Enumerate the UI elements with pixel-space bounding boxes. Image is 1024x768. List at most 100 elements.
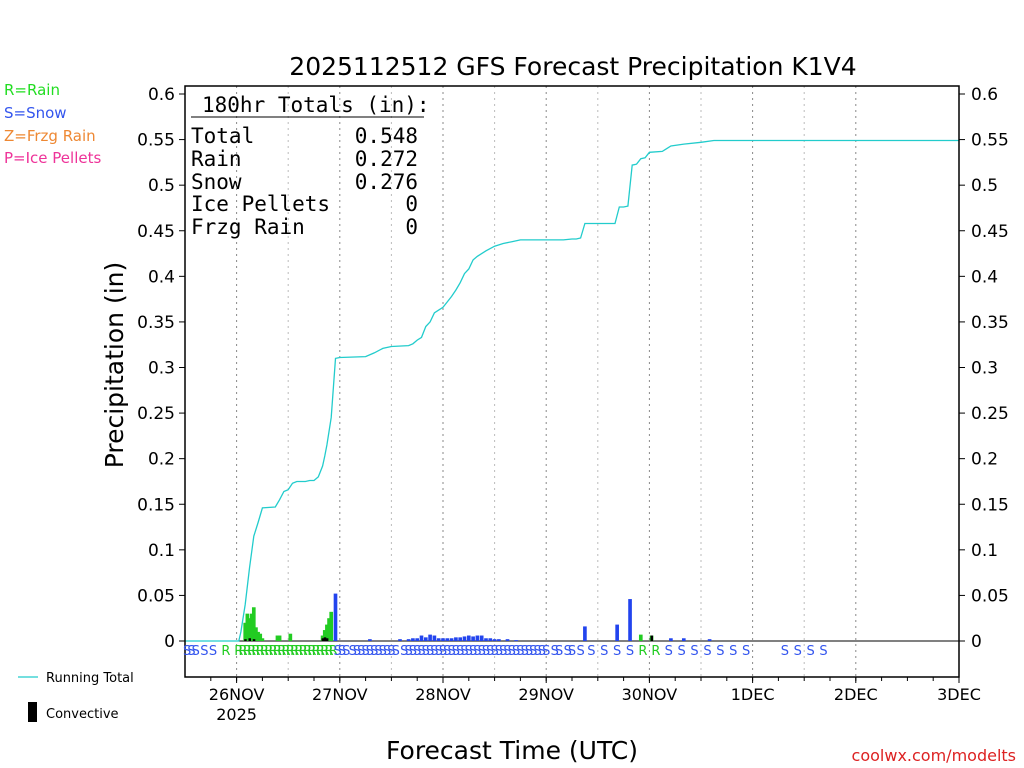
ptype-legend: R=Rain S=Snow Z=Frzg Rain P=Ice Pellets	[4, 81, 101, 167]
y-axis-right: 0 0.05 0.1 0.15 0.2 0.25 0.3 0.35 0.4 0.45 0.5 0.55…	[959, 85, 1009, 652]
y-tick-label-right: 0.1	[971, 541, 998, 561]
y-tick-label-left: 0.2	[148, 450, 175, 470]
ptype-marker: R	[234, 644, 243, 659]
totals-snow-label: Snow	[191, 170, 242, 194]
precip-bar	[322, 630, 327, 641]
ptype-marker: R	[651, 644, 660, 659]
x-tick-label-2dec: 2DEC	[834, 685, 878, 704]
ptype-marker: S	[361, 644, 369, 659]
precip-bar	[615, 624, 619, 641]
ptype-marker: S	[209, 644, 217, 659]
ptype-marker: R	[303, 644, 312, 659]
ptype-marker: R	[290, 644, 299, 659]
ptype-marker: S	[404, 644, 412, 659]
y-tick-label-right: 0.2	[971, 450, 998, 470]
legend-frzg-rain-key: Z=Frzg Rain	[4, 127, 96, 145]
legend-ice-pellets-key: P=Ice Pellets	[4, 149, 101, 167]
ptype-marker: R	[316, 644, 325, 659]
ptype-marker: S	[469, 644, 477, 659]
ptype-marker: S	[357, 644, 365, 659]
plot-frame	[184, 85, 960, 678]
ptype-marker: R	[256, 644, 265, 659]
ptype-marker: S	[430, 644, 438, 659]
y-axis-left: 0 0.05 0.1 0.15 0.2 0.25 0.3 0.35 0.4 0.45 0.5 0.55…	[137, 85, 185, 652]
ptype-marker: S	[383, 644, 391, 659]
ptype-marker: S	[443, 644, 451, 659]
y-tick-label-right: 0	[971, 632, 982, 652]
ptype-marker: R	[247, 644, 256, 659]
precip-bar	[251, 607, 256, 641]
ptype-marker: S	[495, 644, 503, 659]
y-tick-label-right: 0.05	[971, 586, 1009, 606]
x-tick-label-1dec: 1DEC	[731, 685, 775, 704]
x-tick-label-27nov: 27NOV	[312, 685, 368, 704]
totals-header: 180hr Totals (in):	[202, 93, 430, 117]
ptype-marker: S	[374, 644, 382, 659]
ptype-marker: S	[576, 644, 584, 659]
ptype-marker: R	[269, 644, 278, 659]
convective-bar	[650, 635, 654, 641]
ptype-marker: S	[413, 644, 421, 659]
ptype-marker: R	[320, 644, 329, 659]
precip-bar	[492, 639, 497, 641]
x-tick-sublabel: 2025	[216, 705, 257, 724]
ptype-marker: S	[613, 644, 621, 659]
x-tick-label-30nov: 30NOV	[622, 685, 678, 704]
precip-bar	[325, 624, 329, 641]
precip-bar	[254, 627, 258, 641]
ptype-marker: S	[349, 644, 357, 659]
totals-rain-value: 0.272	[355, 147, 418, 171]
convective-bar	[252, 639, 256, 641]
y-tick-label-left: 0	[164, 632, 175, 652]
precip-bar	[428, 634, 432, 641]
legend-rain-key: R=Rain	[4, 81, 60, 99]
y-tick-label-right: 0.45	[971, 222, 1009, 242]
precip-bar	[411, 638, 415, 641]
bottom-legend: Running Total Convective	[18, 671, 134, 722]
y-tick-label-left: 0.4	[148, 267, 175, 287]
ptype-marker: S	[435, 644, 443, 659]
ptype-marker: S	[781, 644, 789, 659]
y-tick-label-right: 0.5	[971, 176, 998, 196]
ptype-marker: R	[239, 644, 248, 659]
precip-bar	[638, 634, 643, 641]
ptype-marker: S	[370, 644, 378, 659]
y-tick-label-left: 0.05	[137, 586, 175, 606]
precip-bars	[243, 593, 712, 642]
totals-total-value: 0.548	[355, 124, 418, 148]
precip-bar	[436, 638, 441, 641]
y-tick-label-right: 0.4	[971, 267, 998, 287]
ptype-marker: R	[243, 644, 252, 659]
ptype-marker: S	[555, 644, 563, 659]
ptype-marker: R	[294, 644, 303, 659]
ptype-marker: R	[277, 644, 286, 659]
convective-bar	[325, 638, 329, 641]
y-tick-label-right: 0.55	[971, 131, 1009, 151]
ptype-marker: S	[353, 644, 361, 659]
ptype-marker: S	[551, 644, 559, 659]
y-tick-label-left: 0.55	[137, 131, 175, 151]
totals-frzg-rain-value: 0	[405, 215, 418, 239]
ptype-marker: S	[533, 644, 541, 659]
ptype-marker: S	[409, 644, 417, 659]
precip-bar	[333, 593, 338, 641]
ptype-marker: R	[329, 644, 338, 659]
precip-bar	[454, 637, 458, 641]
precip-bar	[449, 638, 454, 641]
ptype-marker: S	[452, 644, 460, 659]
precip-bar	[681, 638, 686, 641]
credit-link[interactable]: coolwx.com/modelts	[852, 746, 1016, 765]
precip-bar	[462, 636, 467, 641]
convective-bar	[321, 638, 325, 641]
y-tick-label-left: 0.15	[137, 495, 175, 515]
ptype-marker: S	[417, 644, 425, 659]
precip-bar	[445, 638, 450, 641]
precip-bar	[583, 626, 587, 641]
ptype-marker: S	[366, 644, 374, 659]
ptype-marker: S	[587, 644, 595, 659]
totals-snow-value: 0.276	[355, 170, 418, 194]
ptype-marker: S	[678, 644, 686, 659]
precip-bar	[471, 636, 475, 641]
